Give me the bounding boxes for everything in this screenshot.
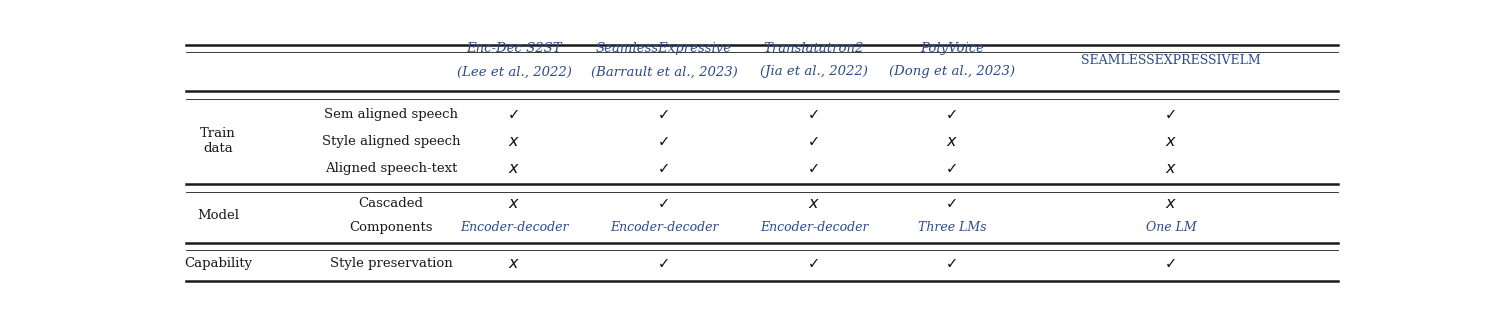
Text: $\mathbf{\it{x}}$: $\mathbf{\it{x}}$ (946, 134, 958, 149)
Text: ✓: ✓ (946, 256, 958, 271)
Text: Train
data: Train data (201, 127, 236, 155)
Text: ✓: ✓ (807, 134, 819, 149)
Text: Translatatron2: Translatatron2 (764, 42, 864, 55)
Text: ✓: ✓ (659, 134, 671, 149)
Text: ✓: ✓ (946, 161, 958, 176)
Text: ✓: ✓ (659, 161, 671, 176)
Text: Encoder-decoder: Encoder-decoder (760, 221, 868, 234)
Text: $\mathbf{\it{x}}$: $\mathbf{\it{x}}$ (509, 196, 520, 211)
Text: Capability: Capability (184, 257, 253, 270)
Text: One LM: One LM (1146, 221, 1197, 234)
Text: $\mathbf{\it{x}}$: $\mathbf{\it{x}}$ (509, 161, 520, 176)
Text: Aligned speech-text: Aligned speech-text (324, 162, 457, 175)
Text: ✓: ✓ (807, 107, 819, 122)
Text: ✓: ✓ (807, 256, 819, 271)
Text: Encoder-decoder: Encoder-decoder (459, 221, 568, 234)
Text: ✓: ✓ (1166, 256, 1178, 271)
Text: Style preservation: Style preservation (330, 257, 452, 270)
Text: Cascaded: Cascaded (358, 197, 424, 210)
Text: $\mathbf{\it{x}}$: $\mathbf{\it{x}}$ (509, 134, 520, 149)
Text: ✓: ✓ (659, 196, 671, 211)
Text: ✓: ✓ (659, 256, 671, 271)
Text: Three LMs: Three LMs (917, 221, 986, 234)
Text: ✓: ✓ (509, 107, 520, 122)
Text: SeamlessExpressive: SeamlessExpressive (596, 42, 732, 55)
Text: Encoder-decoder: Encoder-decoder (610, 221, 718, 234)
Text: ✓: ✓ (807, 161, 819, 176)
Text: Sem aligned speech: Sem aligned speech (324, 108, 458, 121)
Text: SEAMLESSEXPRESSIVELM: SEAMLESSEXPRESSIVELM (1081, 54, 1261, 67)
Text: PolyVoice: PolyVoice (920, 42, 984, 55)
Text: ✓: ✓ (946, 196, 958, 211)
Text: Components: Components (349, 221, 433, 234)
Text: ✓: ✓ (946, 107, 958, 122)
Text: ✓: ✓ (1166, 107, 1178, 122)
Text: Style aligned speech: Style aligned speech (321, 135, 461, 148)
Text: $\mathbf{\it{x}}$: $\mathbf{\it{x}}$ (1166, 134, 1178, 149)
Text: (Jia et al., 2022): (Jia et al., 2022) (760, 65, 868, 78)
Text: Enc-Dec S2ST: Enc-Dec S2ST (467, 42, 562, 55)
Text: $\mathbf{\it{x}}$: $\mathbf{\it{x}}$ (1166, 196, 1178, 211)
Text: (Lee et al., 2022): (Lee et al., 2022) (457, 65, 572, 78)
Text: ✓: ✓ (659, 107, 671, 122)
Text: $\mathbf{\it{x}}$: $\mathbf{\it{x}}$ (807, 196, 819, 211)
Text: (Dong et al., 2023): (Dong et al., 2023) (889, 65, 1016, 78)
Text: Model: Model (198, 209, 239, 222)
Text: (Barrault et al., 2023): (Barrault et al., 2023) (590, 65, 738, 78)
Text: $\mathbf{\it{x}}$: $\mathbf{\it{x}}$ (509, 256, 520, 271)
Text: $\mathbf{\it{x}}$: $\mathbf{\it{x}}$ (1166, 161, 1178, 176)
